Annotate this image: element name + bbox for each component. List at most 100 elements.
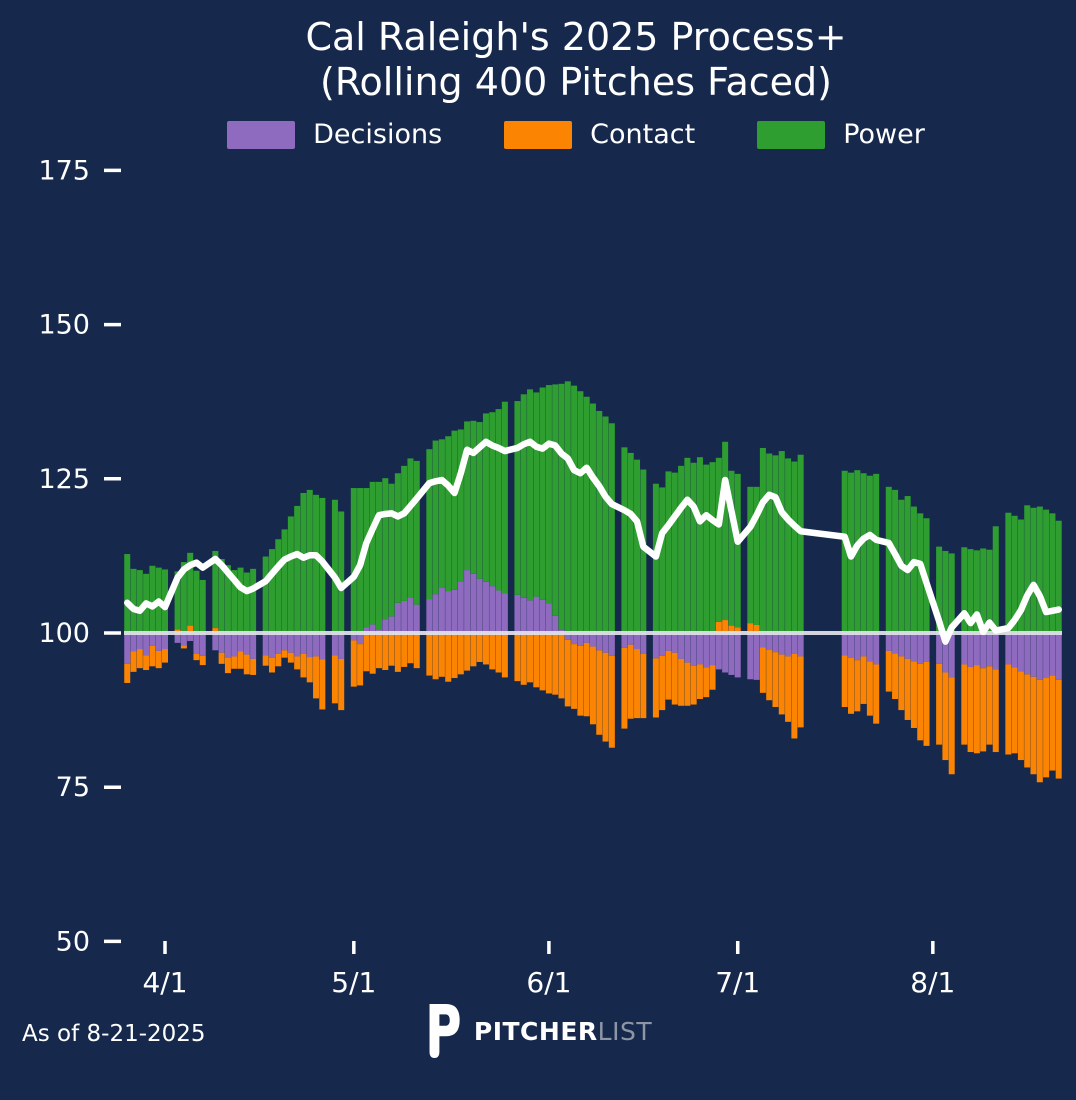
bar-segment-contact: [728, 625, 735, 633]
bar-segment-decisions: [545, 603, 552, 633]
bar-segment-decisions: [589, 633, 596, 647]
bar-segment-power: [1043, 509, 1050, 633]
bar-segment-decisions: [1043, 633, 1050, 679]
bar-segment-decisions: [942, 633, 949, 673]
bar-segment-power: [690, 462, 697, 633]
bar-segment-decisions: [445, 591, 452, 633]
bar-segment-power: [199, 579, 206, 633]
bar-segment-power: [728, 470, 735, 626]
bar-segment-contact: [753, 624, 760, 633]
bar-segment-power: [331, 499, 338, 633]
bar-segment-decisions: [696, 633, 703, 665]
bar-segment-power: [665, 471, 672, 633]
bar-segment-decisions: [917, 633, 924, 664]
bar-segment-decisions: [218, 633, 225, 653]
bar-segment-power: [747, 486, 754, 624]
y-axis-label: 125: [38, 464, 90, 495]
bar-segment-decisions: [659, 633, 666, 656]
bar-segment-contact: [514, 633, 521, 682]
bar-segment-power: [1011, 515, 1018, 633]
bar-segment-decisions: [388, 616, 395, 633]
bar-segment-decisions: [432, 594, 439, 633]
bar-segment-contact: [1055, 679, 1062, 779]
bar-segment-decisions: [268, 633, 275, 658]
bar-segment-contact: [948, 677, 955, 775]
bar-segment-contact: [350, 640, 357, 687]
bar-segment-decisions: [860, 633, 867, 657]
bar-segment-decisions: [936, 633, 943, 664]
bar-segment-contact: [722, 620, 729, 633]
bar-segment-decisions: [319, 633, 326, 660]
bar-segment-power: [1055, 520, 1062, 633]
bar-segment-decisions: [766, 633, 773, 650]
bar-segment-decisions: [470, 573, 477, 633]
y-axis-label: 100: [38, 618, 90, 649]
brand-text-list: LIST: [597, 1016, 653, 1046]
legend-item-power: Power: [757, 119, 925, 150]
bar-segment-power: [627, 452, 634, 633]
bar-segment-contact: [684, 662, 691, 706]
bar-segment-power: [577, 391, 584, 633]
bar-segment-power: [873, 473, 880, 633]
bar-segment-contact: [980, 668, 987, 752]
pitcherlist-p-icon: [429, 1004, 460, 1058]
x-axis-label: 7/1: [715, 966, 760, 999]
bar-segment-power: [980, 548, 987, 633]
bar-segment-contact: [287, 652, 294, 663]
bar-segment-decisions: [533, 596, 540, 633]
bar-segment-power: [476, 422, 483, 579]
bar-segment-decisions: [728, 633, 735, 675]
bar-segment-decisions: [652, 633, 659, 659]
bar-segment-contact: [583, 642, 590, 717]
bar-segment-contact: [319, 659, 326, 710]
x-axis-label: 5/1: [331, 966, 376, 999]
bar-segment-decisions: [747, 633, 754, 680]
bar-segment-power: [287, 516, 294, 633]
bar-segment-contact: [734, 627, 741, 633]
bar-segment-power: [250, 568, 257, 633]
bar-segment-power: [382, 478, 389, 620]
bar-segment-contact: [589, 646, 596, 725]
bar-segment-power: [306, 489, 313, 633]
bar-segment-power: [671, 472, 678, 633]
decisions-swatch: [227, 120, 296, 149]
bar-segment-contact: [124, 663, 131, 683]
bar-segment-power: [785, 458, 792, 633]
bar-segment-power: [237, 567, 244, 633]
bar-segment-power: [753, 486, 760, 625]
bar-segment-contact: [143, 655, 150, 671]
bar-segment-decisions: [306, 633, 313, 658]
bar-segment-decisions: [350, 633, 357, 641]
bar-segment-contact: [608, 655, 615, 748]
bar-segment-decisions: [571, 633, 578, 645]
bar-segment-power: [212, 550, 219, 629]
bar-segment-power: [640, 469, 647, 633]
bar-segment-contact: [759, 647, 766, 693]
bar-segment-power: [715, 457, 722, 622]
bar-segment-contact: [627, 644, 634, 719]
bar-segment-decisions: [627, 633, 634, 645]
rolling-process-line: [123, 438, 1062, 645]
bar-segment-contact: [696, 664, 703, 699]
bar-segment-decisions: [967, 633, 974, 667]
bar-segment-power: [451, 430, 458, 590]
bar-segment-power: [294, 505, 301, 633]
bar-segment-decisions: [231, 633, 238, 657]
bar-segment-contact: [992, 669, 999, 753]
bar-segment-contact: [451, 633, 458, 679]
bar-segment-power: [350, 488, 357, 633]
bar-segment-power: [124, 554, 131, 633]
bar-segment-power: [1024, 505, 1031, 633]
pitcherlist-brand: PITCHER LIST: [0, 1004, 1076, 1058]
bar-segment-contact: [482, 633, 489, 665]
bar-segment-contact: [1024, 674, 1031, 768]
bar-segment-decisions: [489, 586, 496, 633]
bar-segment-decisions: [885, 633, 892, 651]
bar-segment-power: [659, 487, 666, 633]
bar-segment-power: [338, 511, 345, 633]
bar-segment-contact: [652, 658, 659, 718]
bar-segment-decisions: [577, 633, 584, 646]
bar-segment-decisions: [294, 633, 301, 657]
bar-segment-power: [218, 558, 225, 633]
